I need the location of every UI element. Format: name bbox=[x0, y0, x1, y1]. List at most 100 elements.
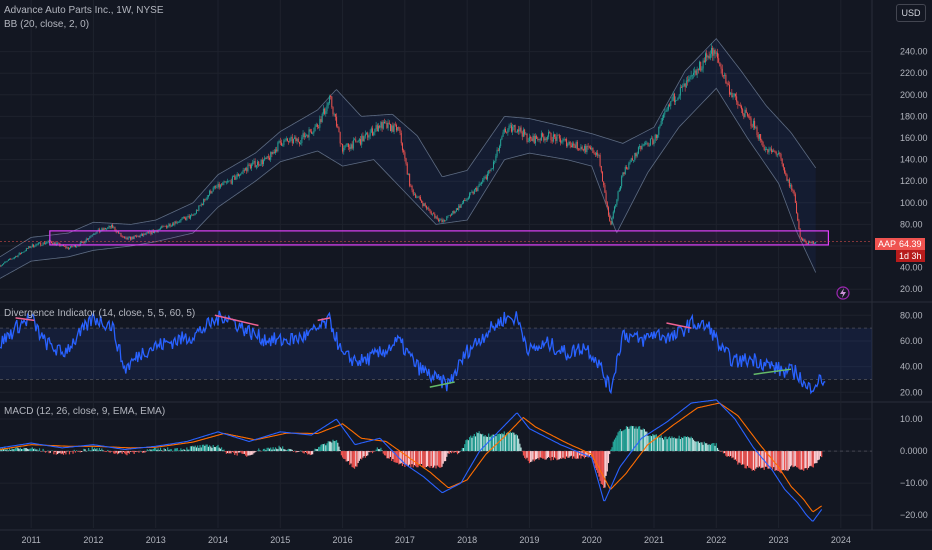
candle-body-418 bbox=[500, 139, 502, 147]
price-y-tick-0: 20.00 bbox=[900, 284, 923, 294]
macd-hist-bar-594 bbox=[710, 443, 713, 452]
candle-body-621 bbox=[743, 113, 745, 118]
candle-body-274 bbox=[327, 102, 329, 106]
candle-body-546 bbox=[653, 140, 655, 145]
x-tick-label-2024: 2024 bbox=[831, 535, 851, 545]
candle-body-287 bbox=[343, 148, 345, 152]
candle-body-488 bbox=[584, 146, 586, 151]
macd-hist-bar-124 bbox=[147, 450, 150, 452]
candle-body-359 bbox=[429, 209, 431, 212]
x-tick-label-2019: 2019 bbox=[519, 535, 539, 545]
candle-body-374 bbox=[447, 215, 449, 217]
candle-body-309 bbox=[369, 132, 371, 136]
macd-legend: MACD (12, 26, close, 9, EMA, EMA) bbox=[4, 406, 166, 417]
candle-body-112 bbox=[133, 235, 135, 239]
x-tick-label-2017: 2017 bbox=[395, 535, 415, 545]
candle-body-579 bbox=[693, 72, 695, 76]
macd-hist-bar-398 bbox=[476, 432, 478, 452]
macd-hist-bar-640 bbox=[765, 451, 768, 467]
macd-hist-bar-534 bbox=[639, 426, 641, 452]
candle-body-331 bbox=[395, 124, 397, 131]
macd-hist-bar-192 bbox=[229, 451, 231, 454]
macd-hist-bar-147 bbox=[175, 448, 177, 452]
macd-hist-bar-515 bbox=[616, 435, 618, 452]
macd-hist-bar-304 bbox=[363, 451, 365, 457]
countdown-tag: 1d 3h bbox=[896, 250, 925, 262]
candle-body-363 bbox=[434, 213, 436, 218]
currency-button[interactable]: USD bbox=[896, 4, 926, 22]
candle-body-529 bbox=[633, 160, 635, 161]
candle-body-123 bbox=[146, 232, 148, 233]
candle-body-318 bbox=[380, 122, 382, 128]
candle-body-369 bbox=[441, 219, 443, 222]
macd-pane[interactable] bbox=[0, 399, 872, 522]
candle-body-469 bbox=[561, 141, 563, 143]
candle-body-567 bbox=[678, 95, 680, 98]
macd-hist-bar-208 bbox=[248, 451, 250, 456]
candle-body-197 bbox=[235, 177, 237, 180]
candle-body-149 bbox=[177, 221, 179, 223]
candle-body-0 bbox=[0, 265, 1, 267]
macd-hist-bar-5 bbox=[5, 449, 7, 452]
candle-body-125 bbox=[149, 231, 151, 233]
macd-y-tick-2: 0.0000 bbox=[900, 446, 928, 456]
candle-body-659 bbox=[788, 179, 790, 187]
candle-body-236 bbox=[282, 145, 284, 146]
macd-hist-bar-152 bbox=[181, 450, 183, 452]
candle-body-295 bbox=[352, 139, 354, 149]
macd-hist-bar-582 bbox=[696, 441, 698, 452]
macd-hist-bar-548 bbox=[655, 434, 657, 452]
candle-body-553 bbox=[661, 118, 663, 122]
macd-hist-bar-446 bbox=[533, 451, 535, 462]
candle-body-475 bbox=[568, 142, 570, 144]
divergence-pane[interactable] bbox=[0, 310, 872, 395]
price-y-tick-10: 220.00 bbox=[900, 68, 928, 78]
macd-hist-bar-433 bbox=[518, 438, 520, 452]
macd-hist-bar-642 bbox=[768, 451, 770, 469]
candle-body-380 bbox=[454, 211, 456, 214]
candle-body-117 bbox=[139, 235, 141, 238]
macd-hist-bar-67 bbox=[79, 451, 81, 453]
macd-hist-bar-631 bbox=[755, 451, 757, 469]
candle-body-657 bbox=[786, 174, 788, 181]
macd-hist-bar-520 bbox=[622, 430, 624, 452]
candle-body-326 bbox=[389, 123, 391, 132]
candle-body-414 bbox=[495, 155, 497, 161]
macd-hist-bar-91 bbox=[108, 451, 110, 453]
candle-body-301 bbox=[360, 139, 362, 145]
macd-hist-bar-354 bbox=[423, 451, 425, 468]
macd-hist-bar-320 bbox=[382, 451, 384, 454]
macd-hist-bar-592 bbox=[708, 444, 710, 452]
macd-hist-bar-279 bbox=[333, 441, 335, 452]
candle-body-456 bbox=[545, 138, 547, 140]
candle-body-594 bbox=[710, 47, 712, 54]
candle-body-554 bbox=[663, 114, 665, 119]
macd-hist-bar-353 bbox=[422, 451, 424, 468]
macd-hist-bar-465 bbox=[556, 451, 558, 461]
macd-hist-bar-402 bbox=[480, 434, 483, 452]
candle-body-263 bbox=[314, 126, 316, 132]
candle-body-254 bbox=[303, 133, 305, 138]
macd-hist-bar-547 bbox=[654, 434, 656, 452]
candle-body-607 bbox=[726, 83, 728, 85]
candle-body-231 bbox=[276, 149, 278, 152]
macd-hist-bar-466 bbox=[557, 451, 559, 460]
macd-hist-bar-550 bbox=[658, 436, 660, 452]
candle-body-105 bbox=[125, 237, 127, 239]
macd-hist-bar-467 bbox=[558, 451, 560, 460]
flash-bolt-icon bbox=[840, 288, 846, 298]
candle-body-68 bbox=[80, 241, 82, 243]
macd-hist-bar-389 bbox=[465, 440, 467, 452]
macd-hist-bar-204 bbox=[243, 451, 245, 454]
macd-hist-bar-159 bbox=[189, 446, 192, 452]
candle-body-643 bbox=[769, 148, 771, 150]
macd-hist-bar-226 bbox=[270, 447, 272, 452]
candle-body-249 bbox=[297, 138, 299, 142]
candle-body-372 bbox=[445, 220, 447, 221]
macd-hist-bar-362 bbox=[433, 451, 435, 468]
candle-body-17 bbox=[19, 253, 21, 254]
macd-hist-bar-685 bbox=[819, 451, 822, 457]
price-pane[interactable] bbox=[0, 38, 872, 300]
candle-body-168 bbox=[200, 204, 202, 206]
